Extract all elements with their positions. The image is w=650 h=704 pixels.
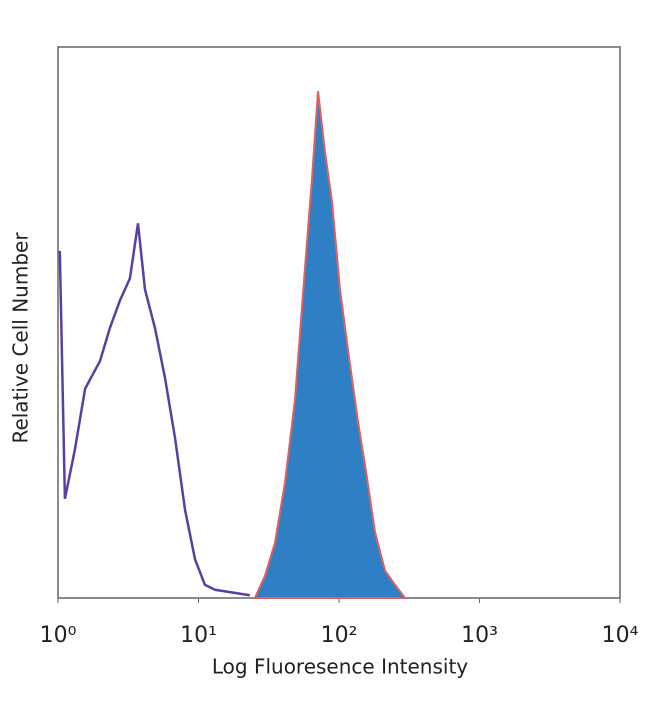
x-axis-label: Log Fluoresence Intensity bbox=[212, 655, 468, 679]
x-tick-label: 10⁰ bbox=[40, 623, 77, 648]
x-tick-label: 10² bbox=[321, 623, 358, 648]
histogram-line bbox=[58, 223, 251, 597]
x-tick-label: 10⁴ bbox=[602, 623, 639, 648]
histogram-area bbox=[253, 90, 408, 599]
x-tick-label: 10¹ bbox=[180, 623, 217, 648]
x-tick-label: 10³ bbox=[461, 623, 498, 648]
y-axis-label: Relative Cell Number bbox=[9, 232, 33, 444]
